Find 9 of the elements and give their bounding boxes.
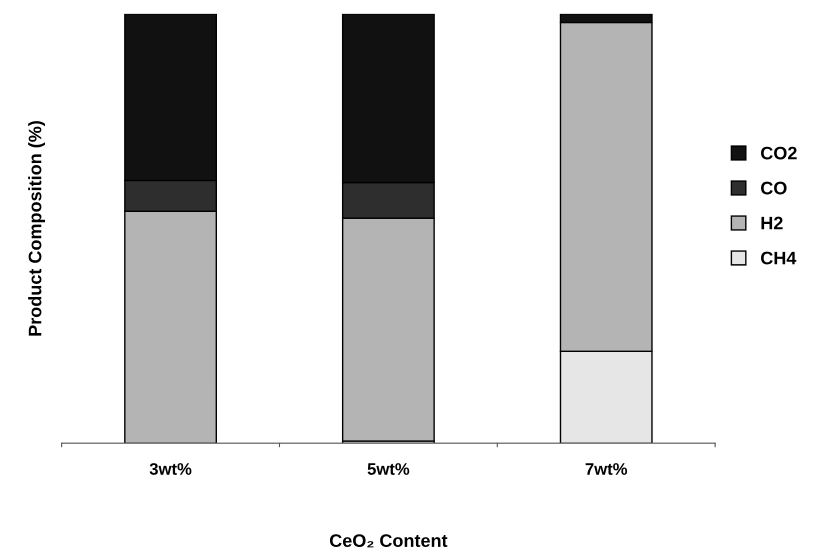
legend-label: CO: [761, 182, 787, 194]
legend-label: CH4: [761, 252, 796, 264]
x-tick-label: 3wt%: [150, 463, 192, 475]
legend-label: CO2: [761, 146, 797, 160]
x-tick-label: 5wt%: [368, 463, 410, 475]
y-axis-title: Product Composition (%): [28, 121, 45, 336]
x-axis-title: CeO₂ Content: [330, 534, 448, 548]
legend-label: H2: [761, 216, 783, 230]
x-tick-label: 7wt%: [586, 463, 628, 475]
